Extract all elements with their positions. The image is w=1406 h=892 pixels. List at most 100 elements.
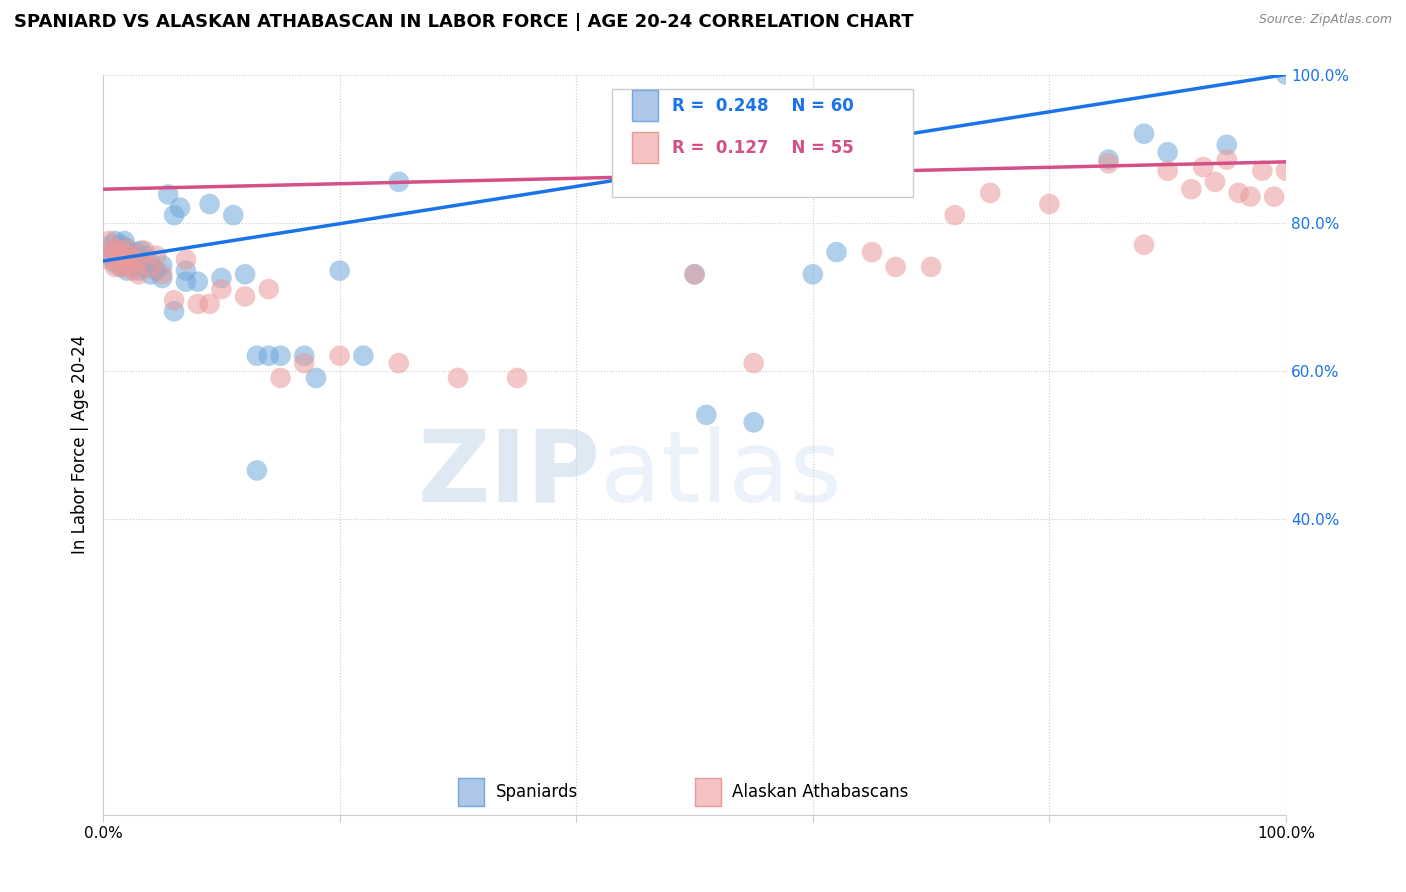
Point bbox=[1204, 175, 1226, 189]
Point bbox=[801, 162, 824, 177]
Point bbox=[329, 349, 352, 363]
Point bbox=[121, 260, 143, 274]
Point bbox=[270, 371, 292, 385]
Point bbox=[110, 249, 132, 263]
Point bbox=[506, 371, 529, 385]
Point bbox=[169, 201, 191, 215]
Point bbox=[115, 241, 138, 255]
Point bbox=[1275, 163, 1298, 178]
Point bbox=[198, 197, 221, 211]
Point bbox=[145, 263, 167, 277]
Point bbox=[742, 415, 765, 429]
Point bbox=[825, 245, 848, 260]
Point bbox=[270, 349, 292, 363]
Point bbox=[1275, 68, 1298, 82]
Point bbox=[104, 260, 127, 274]
Point bbox=[209, 282, 232, 296]
Point bbox=[112, 256, 135, 270]
Text: Spaniards: Spaniards bbox=[496, 782, 578, 801]
Point bbox=[1097, 156, 1119, 170]
Point bbox=[695, 408, 717, 422]
Point bbox=[825, 162, 848, 177]
Text: SPANIARD VS ALASKAN ATHABASCAN IN LABOR FORCE | AGE 20-24 CORRELATION CHART: SPANIARD VS ALASKAN ATHABASCAN IN LABOR … bbox=[14, 13, 914, 31]
Point bbox=[134, 249, 156, 263]
Point bbox=[105, 252, 128, 267]
Point bbox=[104, 241, 127, 255]
Point bbox=[352, 349, 374, 363]
Point bbox=[104, 234, 127, 248]
Point bbox=[163, 293, 186, 308]
Point bbox=[163, 208, 186, 222]
Point bbox=[1263, 189, 1285, 203]
Text: atlas: atlas bbox=[600, 425, 842, 523]
Point bbox=[112, 234, 135, 248]
Point bbox=[104, 245, 127, 260]
Point bbox=[125, 245, 148, 260]
Point bbox=[246, 463, 269, 477]
Point bbox=[884, 260, 907, 274]
Point bbox=[1133, 237, 1156, 252]
Point bbox=[110, 237, 132, 252]
Point bbox=[115, 252, 138, 267]
Point bbox=[1216, 153, 1239, 167]
Point bbox=[683, 268, 706, 282]
Point bbox=[150, 259, 173, 273]
Point bbox=[121, 249, 143, 263]
Point bbox=[105, 252, 128, 267]
Point bbox=[139, 260, 162, 274]
Point bbox=[128, 254, 150, 268]
Point bbox=[115, 263, 138, 277]
Point bbox=[1192, 160, 1215, 174]
Point bbox=[1227, 186, 1250, 200]
Point bbox=[1133, 127, 1156, 141]
Point bbox=[329, 263, 352, 277]
Point bbox=[1239, 189, 1261, 203]
Point bbox=[100, 245, 122, 260]
Point bbox=[233, 268, 256, 282]
Point bbox=[246, 349, 269, 363]
Point bbox=[1097, 153, 1119, 167]
Point bbox=[742, 356, 765, 370]
Point bbox=[121, 263, 143, 277]
Point bbox=[174, 263, 197, 277]
Text: R =  0.127    N = 55: R = 0.127 N = 55 bbox=[672, 139, 853, 157]
Point bbox=[292, 356, 315, 370]
Point bbox=[100, 237, 122, 252]
Point bbox=[110, 244, 132, 258]
Point bbox=[98, 249, 121, 263]
Point bbox=[1180, 182, 1202, 196]
Y-axis label: In Labor Force | Age 20-24: In Labor Force | Age 20-24 bbox=[72, 334, 89, 554]
Point bbox=[187, 275, 209, 289]
Point bbox=[1156, 163, 1178, 178]
Point bbox=[943, 208, 966, 222]
Point bbox=[157, 187, 180, 202]
FancyBboxPatch shape bbox=[631, 132, 658, 163]
Point bbox=[174, 275, 197, 289]
Point bbox=[801, 268, 824, 282]
Point bbox=[198, 297, 221, 311]
Point bbox=[139, 256, 162, 270]
Point bbox=[115, 260, 138, 274]
Point bbox=[134, 244, 156, 258]
Point bbox=[98, 252, 121, 267]
Point bbox=[1251, 163, 1274, 178]
Point bbox=[305, 371, 328, 385]
Point bbox=[139, 268, 162, 282]
Point bbox=[121, 252, 143, 267]
Text: ZIP: ZIP bbox=[418, 425, 600, 523]
Point bbox=[447, 371, 470, 385]
Point bbox=[683, 268, 706, 282]
Point bbox=[187, 297, 209, 311]
Text: Source: ZipAtlas.com: Source: ZipAtlas.com bbox=[1258, 13, 1392, 27]
Point bbox=[110, 260, 132, 274]
Point bbox=[1216, 137, 1239, 152]
Text: R =  0.248    N = 60: R = 0.248 N = 60 bbox=[672, 96, 853, 114]
Point bbox=[257, 282, 280, 296]
Point bbox=[128, 268, 150, 282]
Point bbox=[112, 252, 135, 267]
Point bbox=[222, 208, 245, 222]
FancyBboxPatch shape bbox=[631, 90, 658, 121]
Point bbox=[1156, 145, 1178, 160]
Point bbox=[150, 271, 173, 285]
Point bbox=[129, 244, 152, 258]
